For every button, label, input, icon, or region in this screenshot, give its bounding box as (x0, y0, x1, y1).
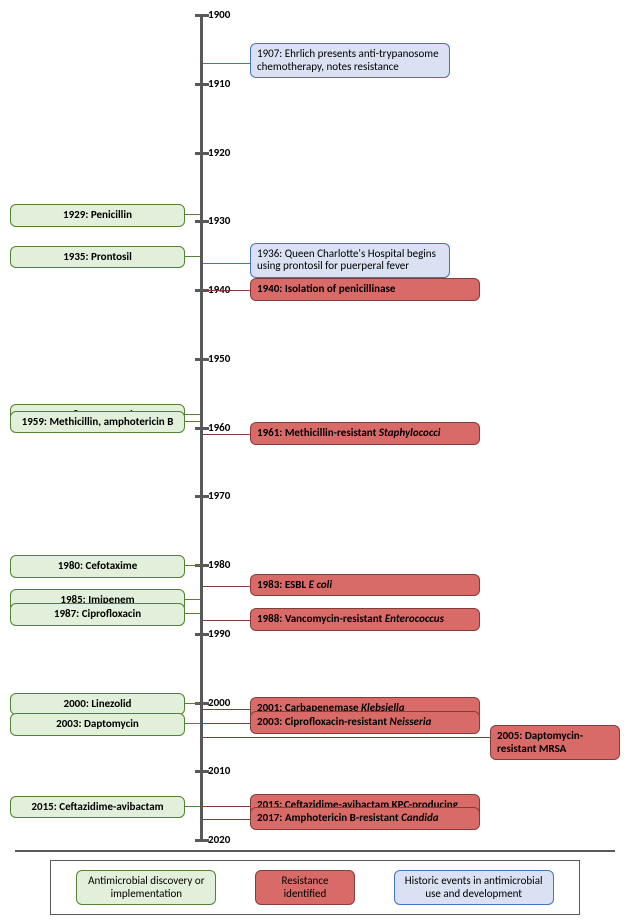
resistance-2003: 2003: Ciprofloxacin-resistant Neisseria (250, 711, 480, 734)
tick-1920 (195, 152, 209, 155)
tick-2010 (195, 770, 209, 773)
discovery-1959: 1959: Methicillin, amphotericin B (10, 411, 185, 434)
tick-label-1960: 1960 (208, 421, 230, 434)
connector (185, 214, 200, 215)
connector (203, 263, 250, 264)
tick-label-1980: 1980 (208, 558, 230, 571)
connector (203, 737, 490, 738)
tick-2020 (195, 839, 209, 842)
tick-label-1970: 1970 (208, 489, 230, 502)
discovery-2003: 2003: Daptomycin (10, 713, 185, 736)
connector (185, 613, 200, 614)
legend-rule (15, 850, 615, 852)
discovery-2015: 2015: Ceftazidime-avibactam (10, 796, 185, 819)
legend-discovery: Antimicrobial discovery or implementatio… (76, 870, 216, 905)
connector (203, 819, 250, 820)
tick-1970 (195, 495, 209, 498)
legend-resistance: Resistance identified (255, 870, 355, 905)
connector (185, 806, 200, 807)
resistance-2005: 2005: Daptomycin-resistant MRSA (490, 725, 620, 760)
connector (203, 806, 250, 807)
tick-1900 (195, 14, 209, 17)
tick-1990 (195, 633, 209, 636)
tick-1950 (195, 358, 209, 361)
tick-label-2000: 2000 (208, 696, 230, 709)
connector (203, 709, 250, 710)
connector (185, 421, 200, 422)
historic-1907: 1907: Ehrlich presents anti-trypanosome … (250, 43, 450, 78)
discovery-2000: 2000: Linezolid (10, 693, 185, 716)
connector (185, 703, 200, 704)
tick-1960 (195, 427, 209, 430)
resistance-1940: 1940: Isolation of penicillinase (250, 278, 480, 301)
connector (185, 723, 200, 724)
tick-label-2020: 2020 (208, 833, 230, 846)
discovery-1987: 1987: Ciprofloxacin (10, 603, 185, 626)
connector (203, 290, 250, 291)
tick-label-1920: 1920 (208, 146, 230, 159)
connector (203, 63, 250, 64)
tick-1930 (195, 220, 209, 223)
tick-1910 (195, 83, 209, 86)
resistance-1988: 1988: Vancomycin-resistant Enterococcus (250, 608, 480, 631)
discovery-1980: 1980: Cefotaxime (10, 555, 185, 578)
resistance-2017: 2017: Amphotericin B-resistant Candida (250, 807, 480, 830)
tick-label-1990: 1990 (208, 627, 230, 640)
connector (203, 723, 250, 724)
historic-1936: 1936: Queen Charlotte's Hospital begins … (250, 243, 450, 278)
connector (185, 565, 200, 566)
legend: Antimicrobial discovery or implementatio… (50, 860, 580, 915)
connector (203, 434, 250, 435)
legend-historic: Historic events in antimicrobial use and… (394, 870, 554, 905)
tick-label-1950: 1950 (208, 352, 230, 365)
discovery-1929: 1929: Penicillin (10, 204, 185, 227)
connector (185, 414, 200, 415)
tick-label-1900: 1900 (208, 8, 230, 21)
resistance-1961: 1961: Methicillin-resistant Staphylococc… (250, 422, 480, 445)
tick-label-2010: 2010 (208, 764, 230, 777)
tick-label-1910: 1910 (208, 77, 230, 90)
connector (185, 256, 200, 257)
resistance-1983: 1983: ESBL E coli (250, 574, 480, 597)
connector (203, 620, 250, 621)
discovery-1935: 1935: Prontosil (10, 246, 185, 269)
connector (185, 599, 200, 600)
tick-label-1930: 1930 (208, 214, 230, 227)
connector (203, 586, 250, 587)
